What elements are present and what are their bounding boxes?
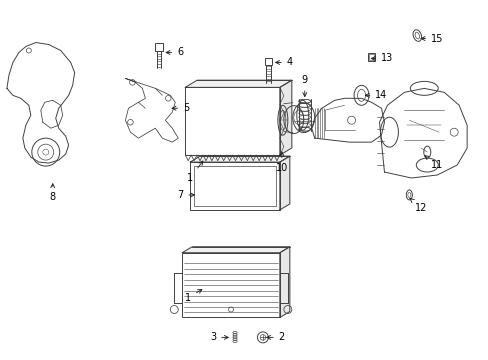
Text: 13: 13 [370,54,393,63]
Text: 12: 12 [409,198,427,213]
Text: 4: 4 [275,58,292,67]
Text: 1: 1 [187,161,203,183]
Text: 5: 5 [172,103,189,113]
Polygon shape [185,80,291,87]
Text: 7: 7 [177,190,194,200]
Text: 8: 8 [50,184,56,202]
Bar [190,162,279,210]
Text: 6: 6 [166,48,183,58]
Polygon shape [182,247,289,253]
Bar [264,58,272,66]
Text: 1: 1 [185,289,202,302]
Bar [368,54,373,60]
Polygon shape [279,156,289,210]
Text: 9: 9 [301,75,307,96]
Bar [194,166,275,206]
Text: 14: 14 [365,90,387,100]
Bar [185,87,279,155]
Polygon shape [279,80,291,155]
Text: 11: 11 [424,156,443,170]
Text: 3: 3 [210,332,228,342]
Bar [155,43,163,50]
Text: 15: 15 [420,33,443,44]
Polygon shape [279,247,289,318]
Polygon shape [190,156,289,162]
Text: 10: 10 [275,152,287,173]
Bar [182,253,279,318]
Text: 2: 2 [266,332,285,342]
Bar [367,53,374,62]
